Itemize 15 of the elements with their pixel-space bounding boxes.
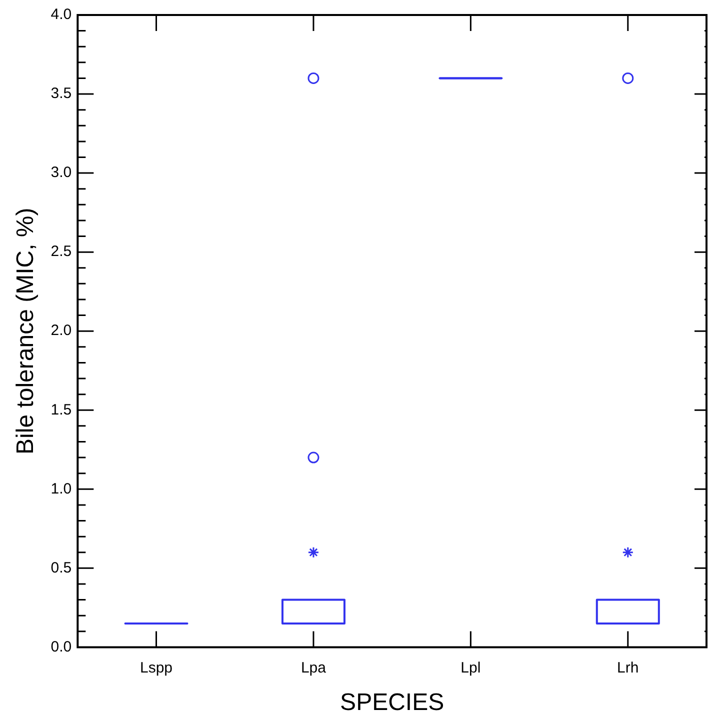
y-axis-title: Bile tolerance (MIC, %) bbox=[12, 208, 40, 454]
y-tick-label: 2.0 bbox=[50, 322, 72, 340]
y-tick-label: 0.5 bbox=[50, 559, 72, 576]
y-tick-label: 3.0 bbox=[50, 164, 72, 182]
y-tick-label: 1.0 bbox=[50, 480, 72, 498]
x-axis-title: SPECIES bbox=[340, 689, 444, 716]
x-tick-label: Lrh bbox=[617, 659, 639, 676]
y-tick-label: 1.5 bbox=[50, 401, 72, 418]
y-tick-label: 4.0 bbox=[50, 6, 72, 24]
x-tick-label: Lpa bbox=[300, 659, 327, 676]
y-tick-label: 2.5 bbox=[50, 243, 72, 260]
x-tick-label: Lpl bbox=[460, 659, 481, 676]
x-tick-label: Lspp bbox=[140, 659, 173, 676]
y-tick-label: 3.5 bbox=[50, 85, 72, 102]
y-tick-label: 0.0 bbox=[50, 638, 72, 656]
